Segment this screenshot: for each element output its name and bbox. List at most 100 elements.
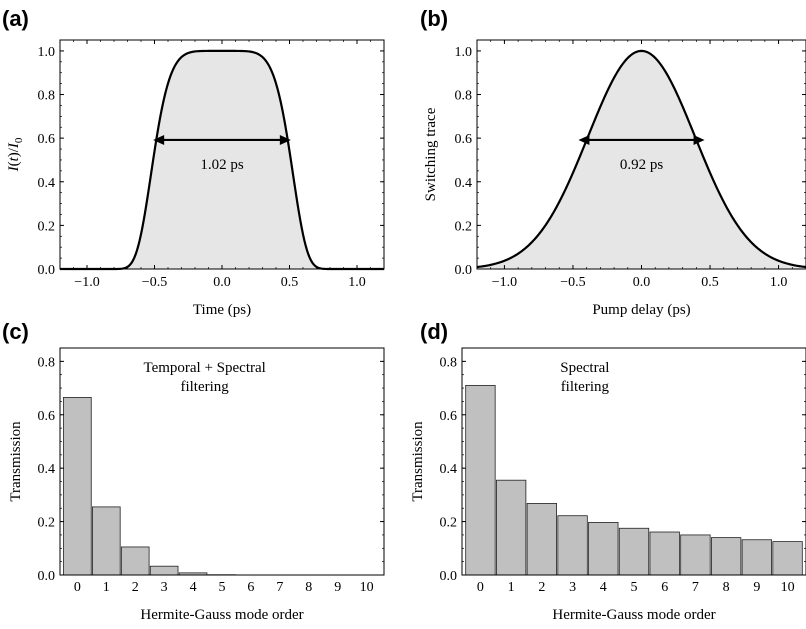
- bar-mode-1: [92, 506, 121, 576]
- y-tick-label: 0.8: [455, 89, 473, 104]
- y-axis-label-part: I: [6, 142, 22, 149]
- fwhm-arrow-head-right: [279, 134, 291, 145]
- fwhm-label: 0.92 ps: [620, 157, 664, 173]
- x-tick-label: 3: [569, 580, 576, 595]
- filter-annotation: filtering: [180, 379, 229, 395]
- bar-mode-5: [618, 527, 650, 576]
- x-tick-label: 7: [692, 580, 699, 595]
- y-axis-label-part: 0: [13, 137, 25, 143]
- x-tick-label: 0.5: [281, 275, 299, 290]
- y-axis-label-part: I: [6, 165, 22, 172]
- filter-annotation: Spectral: [560, 360, 609, 376]
- y-axis-label: Transmission: [8, 421, 24, 502]
- x-tick-label: 5: [219, 580, 226, 595]
- x-tick-label: 2: [132, 580, 139, 595]
- bar-mode-6: [649, 531, 680, 576]
- x-tick-label: 0: [477, 580, 484, 595]
- y-tick-label: 0.8: [38, 89, 56, 104]
- chart-panel-a: −1.0 −0.5 0.0 0.5 1.0 0.0 0.2 0.4 0.6 0.8 1.0 Time …: [6, 39, 385, 318]
- x-tick-label: 1.0: [770, 275, 788, 290]
- y-tick-label: 0.0: [455, 263, 473, 278]
- y-tick-label: 0.2: [38, 219, 56, 234]
- x-axis-label: Pump delay (ps): [592, 302, 690, 318]
- x-tick-label: 6: [661, 580, 668, 595]
- chart-panel-d: 0 1 2 3 4 5 6 7 8 9 10 0.0 0.2 0.4 0.6 0.8 Hermite-Gauss…: [410, 347, 806, 623]
- bar-mode-7: [680, 534, 711, 576]
- chart-panel-b: −1.0 −0.5 0.0 0.5 1.0 0.0 0.2 0.4 0.6 0.8 1.0 Pump …: [423, 39, 806, 318]
- curve-fill: [60, 50, 384, 270]
- x-tick-label: 2: [538, 580, 545, 595]
- bar-mode-3: [557, 515, 588, 576]
- x-tick-label: 7: [276, 580, 283, 595]
- x-axis-label: Hermite-Gauss mode order: [140, 607, 303, 623]
- x-tick-label: 0.0: [213, 275, 231, 290]
- y-tick-label: 0.0: [440, 569, 458, 584]
- curve-line: [476, 49, 806, 269]
- x-tick-label: 0.0: [633, 275, 651, 290]
- y-tick-label: 0.4: [455, 176, 473, 191]
- panel-label-a: (a): [2, 6, 29, 31]
- y-axis-label: Switching trace: [423, 107, 439, 201]
- x-tick-label: 8: [723, 580, 730, 595]
- y-axis-label: I(t)/I0: [6, 137, 25, 172]
- y-tick-label: 0.2: [440, 516, 458, 531]
- y-tick-label: 0.6: [440, 409, 458, 424]
- bar-mode-3: [149, 565, 179, 576]
- x-axis-label: Hermite-Gauss mode order: [552, 607, 715, 623]
- panel-label-b: (b): [420, 6, 448, 31]
- y-axis-label-part: t: [6, 156, 22, 161]
- y-tick-label: 0.4: [38, 462, 56, 477]
- curve-fill: [477, 50, 806, 270]
- x-tick-label: −0.5: [142, 275, 167, 290]
- plot-frame: [59, 347, 385, 576]
- y-tick-label: 0.8: [38, 355, 56, 370]
- bar-mode-1: [495, 479, 527, 576]
- y-tick-label: 0.2: [455, 219, 473, 234]
- x-tick-label: 1: [103, 580, 110, 595]
- bar-mode-2: [526, 503, 557, 576]
- y-tick-label: 0.4: [440, 462, 458, 477]
- x-tick-label: 8: [305, 580, 312, 595]
- y-axis-label-part: )/: [6, 147, 22, 157]
- bar-mode-0: [63, 397, 92, 576]
- fwhm-arrow-head-left: [153, 134, 165, 145]
- bar-mode-0: [465, 384, 496, 576]
- filter-annotation: Temporal + Spectral: [143, 360, 265, 376]
- x-tick-label: 9: [334, 580, 341, 595]
- x-tick-label: 3: [161, 580, 168, 595]
- y-axis-label-part: (: [6, 161, 22, 166]
- panel-label-d: (d): [420, 319, 448, 344]
- y-tick-label: 0.0: [38, 263, 56, 278]
- fwhm-label: 1.02 ps: [200, 157, 244, 173]
- x-tick-label: −0.5: [560, 275, 585, 290]
- y-tick-label: 1.0: [38, 45, 56, 60]
- x-tick-label: 0.5: [701, 275, 719, 290]
- bar-mode-4: [588, 521, 619, 576]
- fwhm-arrow-head-right: [693, 134, 705, 145]
- x-axis-label: Time (ps): [193, 302, 251, 318]
- y-tick-label: 0.4: [38, 176, 56, 191]
- x-tick-label: 10: [360, 580, 374, 595]
- x-tick-label: 1.0: [348, 275, 366, 290]
- x-tick-label: 10: [781, 580, 795, 595]
- y-tick-label: 0.6: [455, 132, 473, 147]
- bar-mode-10: [772, 541, 803, 576]
- x-tick-label: 6: [247, 580, 254, 595]
- x-tick-label: 5: [631, 580, 638, 595]
- y-tick-label: 0.6: [38, 409, 56, 424]
- plot-frame: [461, 347, 806, 576]
- bar-mode-8: [711, 537, 742, 576]
- x-tick-label: 1: [508, 580, 515, 595]
- fwhm-arrow-head-left: [578, 134, 590, 145]
- y-tick-label: 0.8: [440, 355, 458, 370]
- y-tick-label: 0.0: [38, 569, 56, 584]
- x-tick-label: −1.0: [74, 275, 99, 290]
- chart-panel-c: 0 1 2 3 4 5 6 7 8 9 10 0.0 0.2 0.4 0.6 0.8 Hermite-Gauss…: [8, 347, 385, 623]
- x-tick-label: 9: [753, 580, 760, 595]
- bar-mode-9: [741, 539, 772, 576]
- y-axis-label: Transmission: [410, 421, 426, 502]
- y-tick-label: 0.2: [38, 516, 56, 531]
- bar-mode-2: [120, 546, 150, 576]
- x-tick-label: −1.0: [492, 275, 517, 290]
